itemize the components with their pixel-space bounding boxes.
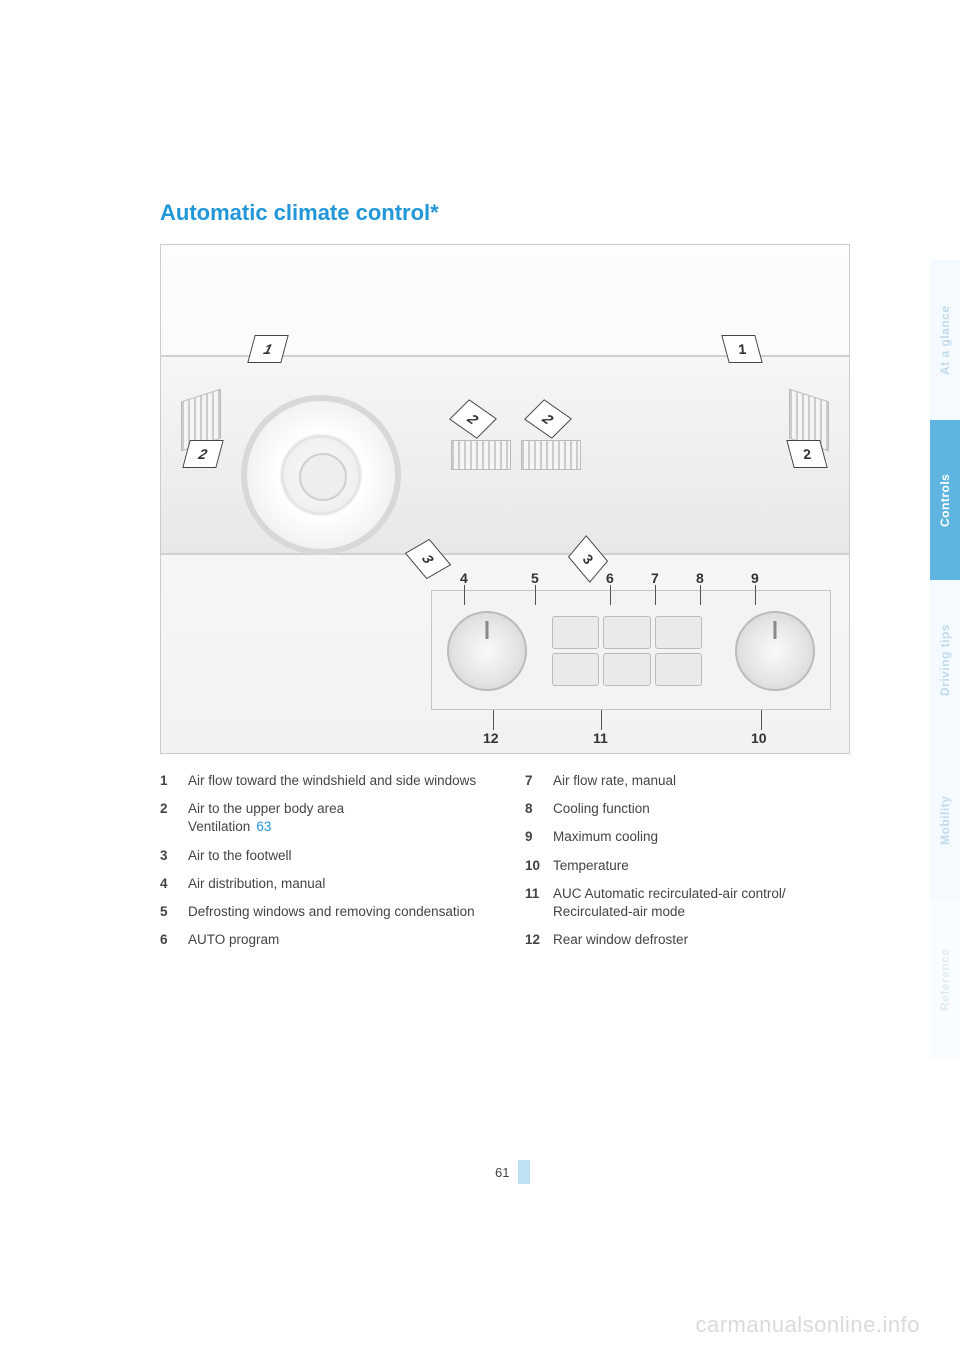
- page-ref-link[interactable]: 63: [256, 819, 271, 834]
- right-dial: [735, 611, 815, 691]
- legend-item-number: 1: [160, 772, 188, 790]
- leader-line: [700, 585, 701, 605]
- legend-item-number: 4: [160, 875, 188, 893]
- page-content: Automatic climate control* 1 1 2 2 2 2 3…: [160, 200, 860, 960]
- legend-item: 1Air flow toward the windshield and side…: [160, 772, 495, 790]
- legend-left-column: 1Air flow toward the windshield and side…: [160, 772, 495, 960]
- side-tab[interactable]: At a glance: [930, 260, 960, 420]
- legend-item: 8Cooling function: [525, 800, 860, 818]
- side-tab[interactable]: Driving tips: [930, 580, 960, 740]
- page-number-marker: [518, 1160, 530, 1184]
- leader-line: [610, 585, 611, 605]
- leader-line: [464, 585, 465, 605]
- side-tabs: At a glanceControlsDriving tipsMobilityR…: [930, 260, 960, 1060]
- label-12: 12: [483, 730, 499, 746]
- legend-item-number: 9: [525, 828, 553, 846]
- label-4: 4: [460, 570, 468, 586]
- legend-item-number: 7: [525, 772, 553, 790]
- legend-item-text: Maximum cooling: [553, 828, 860, 846]
- callout-1-right: 1: [721, 335, 763, 363]
- center-vent: [521, 440, 581, 470]
- legend-item-text: AUTO program: [188, 931, 495, 949]
- legend-item: 7Air flow rate, manual: [525, 772, 860, 790]
- legend-item: 6AUTO program: [160, 931, 495, 949]
- leader-line: [755, 585, 756, 605]
- page-number: 61: [495, 1165, 509, 1180]
- legend-item-text: Rear window defroster: [553, 931, 860, 949]
- callout-2-far-right: 2: [786, 440, 828, 468]
- legend-item-number: 8: [525, 800, 553, 818]
- legend-item: 2Air to the upper body areaVentilation63: [160, 800, 495, 836]
- legend-item-text: Air flow rate, manual: [553, 772, 860, 790]
- legend-item-text: Air to the upper body areaVentilation63: [188, 800, 495, 836]
- center-buttons: [552, 616, 702, 686]
- panel-btn: [655, 616, 702, 649]
- label-10: 10: [751, 730, 767, 746]
- leader-line: [535, 585, 536, 605]
- section-title: Automatic climate control*: [160, 200, 860, 226]
- legend-item-number: 10: [525, 857, 553, 875]
- label-8: 8: [696, 570, 704, 586]
- control-panel: [431, 590, 831, 710]
- legend-item: 10Temperature: [525, 857, 860, 875]
- label-7: 7: [651, 570, 659, 586]
- legend-item: 12Rear window defroster: [525, 931, 860, 949]
- legend-columns: 1Air flow toward the windshield and side…: [160, 772, 860, 960]
- legend-item-text: Defrosting windows and removing condensa…: [188, 903, 495, 921]
- legend-item-text: Air flow toward the windshield and side …: [188, 772, 495, 790]
- leader-line: [761, 710, 762, 730]
- legend-item-number: 12: [525, 931, 553, 949]
- legend-item-text: Cooling function: [553, 800, 860, 818]
- label-6: 6: [606, 570, 614, 586]
- leader-line: [493, 710, 494, 730]
- legend-item: 3Air to the footwell: [160, 847, 495, 865]
- legend-item-text: Temperature: [553, 857, 860, 875]
- legend-item: 9Maximum cooling: [525, 828, 860, 846]
- label-9: 9: [751, 570, 759, 586]
- left-dial: [447, 611, 527, 691]
- label-5: 5: [531, 570, 539, 586]
- side-tab[interactable]: Mobility: [930, 740, 960, 900]
- watermark: carmanualsonline.info: [695, 1312, 920, 1338]
- legend-item: 4Air distribution, manual: [160, 875, 495, 893]
- legend-item-number: 5: [160, 903, 188, 921]
- leader-line: [655, 585, 656, 605]
- center-vent: [451, 440, 511, 470]
- legend-item-text: AUC Automatic recirculated-air control/R…: [553, 885, 860, 921]
- legend-right-column: 7Air flow rate, manual8Cooling function9…: [525, 772, 860, 960]
- diagram-figure: 1 1 2 2 2 2 3 3 4 5 6 7 8: [160, 244, 850, 754]
- panel-btn: [603, 653, 650, 686]
- legend-item: 11AUC Automatic recirculated-air control…: [525, 885, 860, 921]
- legend-item: 5Defrosting windows and removing condens…: [160, 903, 495, 921]
- leader-line: [601, 710, 602, 730]
- legend-item-number: 2: [160, 800, 188, 836]
- side-tab[interactable]: Controls: [930, 420, 960, 580]
- legend-item-number: 6: [160, 931, 188, 949]
- panel-btn: [655, 653, 702, 686]
- legend-item-number: 11: [525, 885, 553, 921]
- side-tab[interactable]: Reference: [930, 900, 960, 1060]
- steering-wheel-shape: [241, 395, 401, 555]
- panel-btn: [603, 616, 650, 649]
- legend-item-text: Air distribution, manual: [188, 875, 495, 893]
- legend-item-number: 3: [160, 847, 188, 865]
- legend-item-text: Air to the footwell: [188, 847, 495, 865]
- panel-btn: [552, 653, 599, 686]
- label-11: 11: [593, 730, 608, 746]
- panel-btn: [552, 616, 599, 649]
